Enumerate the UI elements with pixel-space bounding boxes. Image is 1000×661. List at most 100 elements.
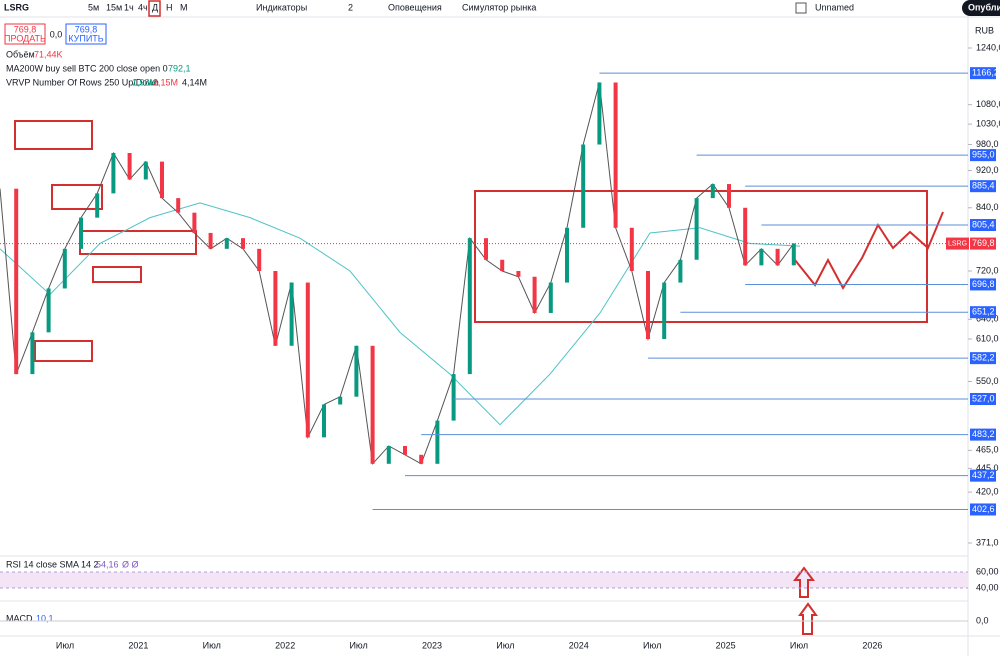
level-label: 582,2 [972, 353, 995, 363]
candle [79, 217, 83, 249]
currency: RUB [975, 25, 994, 35]
x-tick-label: 2025 [716, 640, 736, 650]
rsi-tick-label: 40,00 [976, 582, 999, 592]
candle [386, 445, 391, 464]
candle [62, 248, 67, 289]
rsi-band [0, 572, 968, 588]
interval-button[interactable]: 5м [88, 2, 99, 12]
interval-button[interactable]: 15м [106, 2, 122, 12]
alerts-button[interactable]: Оповещения [388, 2, 442, 12]
candle [629, 227, 634, 272]
level-box [970, 149, 996, 162]
volume-value: 71,44K [34, 49, 63, 59]
candle [14, 188, 19, 375]
candle [694, 198, 699, 260]
y-tick-label: 1030,0 [976, 118, 1000, 128]
buy-label[interactable]: КУПИТЬ [68, 33, 103, 43]
candle [160, 161, 164, 199]
candle [646, 271, 650, 340]
interval-button[interactable]: 1ч [124, 2, 134, 12]
candle [775, 248, 780, 266]
x-tick-label: 2023 [422, 640, 442, 650]
level-box [970, 352, 996, 365]
spread: 0,0 [50, 29, 63, 39]
level-box [970, 67, 996, 80]
y-tick-label: 840,0 [976, 202, 999, 212]
level-label: 402,6 [972, 504, 995, 514]
indicators-button[interactable]: Индикаторы [256, 2, 307, 12]
x-tick-label: Июл [56, 640, 74, 650]
sell-button[interactable] [4, 23, 46, 45]
candle [662, 282, 667, 340]
candle [46, 288, 51, 333]
level-label: 696,8 [972, 279, 995, 289]
interval-button[interactable]: Д [152, 2, 158, 12]
level-label: 1166,2 [972, 68, 999, 78]
candle [500, 259, 505, 272]
publish-label[interactable]: Опубликовать [968, 2, 1000, 12]
replay-button[interactable]: Симулятор рынка [462, 2, 536, 12]
x-tick-label: Июл [203, 640, 221, 650]
level-box [970, 393, 996, 406]
symbol[interactable]: LSRG [4, 2, 29, 12]
candle [322, 404, 326, 438]
level-box [970, 278, 996, 291]
level-box [970, 180, 996, 193]
checkbox[interactable] [795, 2, 807, 14]
layout-count[interactable]: 2 [348, 2, 353, 12]
y-tick-label: 465,0 [976, 445, 999, 455]
publish-button[interactable] [962, 0, 1000, 16]
ma-value: 792,1 [168, 63, 191, 73]
candle [451, 374, 456, 421]
y-tick-label: 720,0 [976, 265, 999, 275]
level-label: 527,0 [972, 393, 995, 403]
y-tick-label: 445,0 [976, 463, 999, 473]
candle [613, 82, 618, 228]
level-box [970, 219, 996, 232]
vrvp-total: 4,14M [182, 77, 207, 87]
candle [743, 207, 748, 266]
sell-label[interactable]: ПРОДАТЬ [4, 33, 46, 43]
x-tick-label: 2022 [275, 640, 295, 650]
candle [759, 248, 764, 266]
candle [597, 82, 602, 145]
price-label: 769,8 [972, 238, 995, 248]
y-tick-label: 610,0 [976, 333, 999, 343]
layout-name[interactable]: Unnamed [815, 2, 854, 12]
level-label: 805,4 [972, 219, 995, 229]
y-tick-label: 980,0 [976, 139, 999, 149]
candle [532, 276, 537, 313]
x-tick-label: Июл [790, 640, 808, 650]
candle [30, 332, 35, 375]
candle [192, 212, 197, 233]
y-tick-label: 1080,0 [976, 99, 1000, 109]
volume-legend: Объём [6, 49, 35, 59]
buy-price[interactable]: 769,8 [75, 24, 98, 34]
interval-button[interactable]: М [180, 2, 188, 12]
candle [565, 227, 569, 283]
sell-price[interactable]: 769,8 [14, 24, 37, 34]
level-label: 437,2 [972, 470, 995, 480]
toolbar [0, 0, 1000, 17]
candle [548, 282, 553, 313]
vrvp-up: 1,98M [132, 77, 157, 87]
interval-button[interactable]: Н [166, 2, 173, 12]
candle [467, 238, 472, 375]
candle [710, 184, 715, 199]
y-tick-label: 420,0 [976, 486, 999, 496]
rsi-value: 54,16 [96, 559, 119, 569]
macd-tick-label: 0,0 [976, 615, 989, 625]
annotations [14, 120, 944, 635]
candle [257, 248, 262, 272]
candle [727, 184, 731, 208]
level-label: 651,2 [972, 307, 995, 317]
interval-button[interactable]: 4ч [138, 2, 148, 12]
candle [516, 271, 521, 277]
candle [273, 271, 278, 346]
buy-button[interactable] [65, 23, 107, 45]
interval-active [148, 0, 161, 17]
candle [143, 161, 148, 180]
level-label: 885,4 [972, 181, 995, 191]
vrvp-down: 2,15M [153, 77, 178, 87]
